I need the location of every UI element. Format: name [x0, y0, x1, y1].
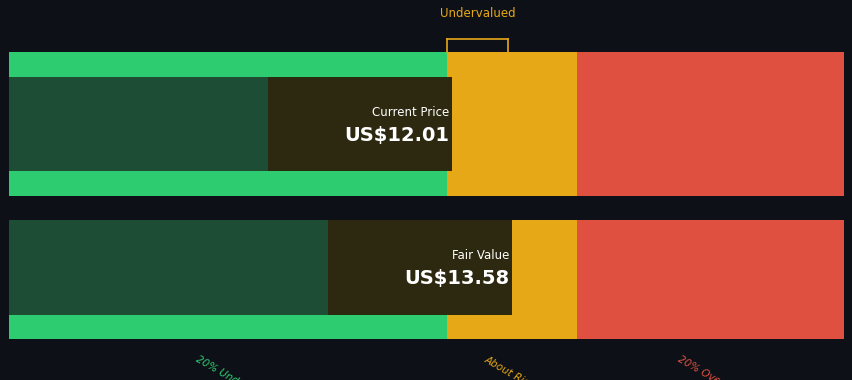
- Bar: [576, 220, 843, 315]
- Bar: [576, 52, 843, 77]
- Bar: [576, 171, 843, 196]
- Text: US$12.01: US$12.01: [343, 126, 448, 145]
- Bar: [446, 220, 576, 315]
- Bar: [9, 77, 446, 171]
- Text: 20% Undervalued: 20% Undervalued: [193, 354, 279, 380]
- Bar: [268, 77, 451, 171]
- Bar: [446, 52, 576, 77]
- Bar: [446, 77, 576, 171]
- Bar: [576, 315, 843, 339]
- Bar: [446, 315, 576, 339]
- Bar: [446, 171, 576, 196]
- Text: Undervalued: Undervalued: [439, 6, 515, 20]
- Bar: [576, 77, 843, 171]
- Text: US$13.58: US$13.58: [404, 269, 509, 288]
- Bar: [9, 171, 446, 196]
- Text: Current Price: Current Price: [371, 106, 448, 119]
- Bar: [9, 315, 446, 339]
- Bar: [327, 220, 511, 315]
- Bar: [9, 52, 446, 77]
- Text: Fair Value: Fair Value: [452, 249, 509, 263]
- Text: About Right: About Right: [482, 354, 541, 380]
- Bar: [9, 220, 507, 315]
- Text: 20% Overvalued: 20% Overvalued: [676, 354, 755, 380]
